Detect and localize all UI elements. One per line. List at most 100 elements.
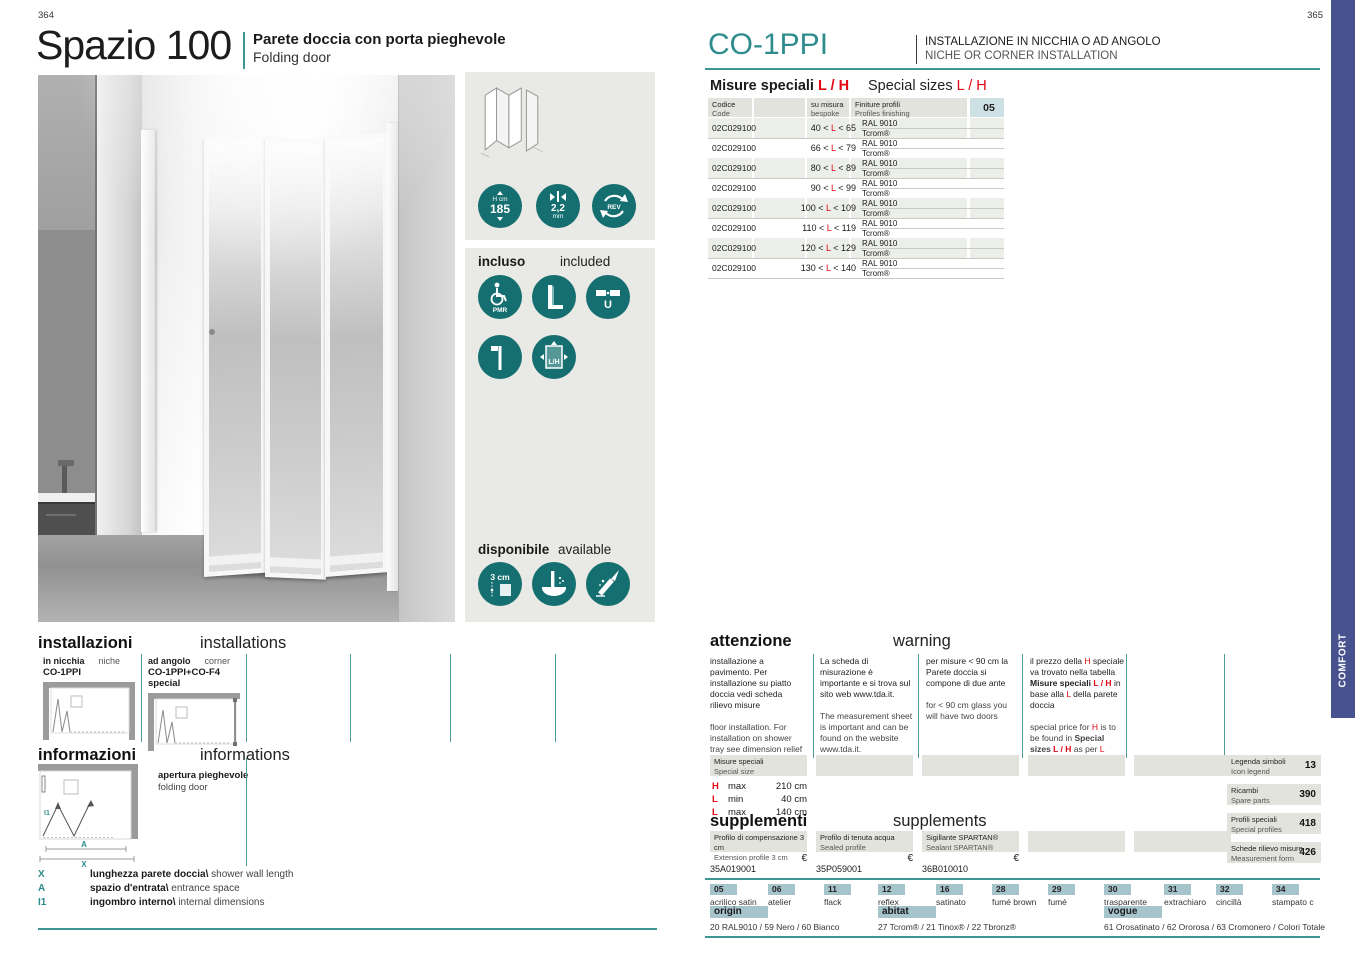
finish-family-abitat: abitat <box>878 906 936 918</box>
svg-text:L/H: L/H <box>548 359 559 366</box>
supplement-bar-1: Profilo di compensazione 3 cm Extension p… <box>710 831 807 862</box>
svg-text:U: U <box>604 299 612 311</box>
empty-bar <box>1134 831 1231 852</box>
finish-chip: 29 <box>1048 884 1075 895</box>
warning-col-3: per misure < 90 cm la Parete doccia si c… <box>926 656 1008 721</box>
col-header-finish-code: 05 <box>970 98 1004 117</box>
niche-installation-diagram <box>43 682 135 740</box>
supplements-header-en: supplements <box>893 812 987 830</box>
divider <box>1224 654 1225 758</box>
warning-header-it: attenzione <box>710 632 792 650</box>
informations-header-it: informazioni <box>38 746 137 764</box>
installation-type-en: NICHE OR CORNER INSTALLATION <box>925 50 1118 62</box>
supplement-code-3: 36B010010 <box>922 864 969 874</box>
divider <box>450 654 451 742</box>
supplement-code-2: 35P059001 <box>816 864 863 874</box>
spec-box: H cm 185 2,2 mm REV <box>465 72 655 240</box>
svg-text:X: X <box>81 860 87 868</box>
divider <box>246 654 247 742</box>
pmr-icon: PMR <box>478 275 522 319</box>
available-label-it: disponibile <box>478 542 550 557</box>
finish-label: trasparente <box>1104 897 1147 907</box>
left-footer-rule <box>38 928 657 930</box>
installation-cell-corner: ad angolo corner CO-1PPI+CO-F4 special <box>148 656 243 756</box>
finishes-top-rule <box>705 878 1320 880</box>
currency-symbol: € <box>1013 853 1019 864</box>
divider <box>1126 654 1127 758</box>
finish-family-vogue: vogue <box>1104 906 1162 918</box>
corner-installation-diagram <box>148 693 240 751</box>
warning-header-en: warning <box>893 632 951 650</box>
col-header-blank <box>754 98 805 117</box>
sealant-icon <box>586 562 630 606</box>
diagram-caption-it: apertura pieghevole <box>158 770 249 781</box>
size-table-row: 02C029100 130 < L < 140 RAL 9010 Tcrom® <box>708 258 1004 279</box>
size-table-row: 02C029100 66 < L < 79 RAL 9010 Tcrom® <box>708 138 1004 159</box>
finish-chip: 06 <box>768 884 795 895</box>
included-label-it: incluso <box>478 254 526 269</box>
finish-label: fumé brown <box>992 897 1037 907</box>
finish-chip: 12 <box>878 884 905 895</box>
svg-text:PMR: PMR <box>493 307 508 314</box>
finish-label: cincillà <box>1216 897 1242 907</box>
col-header-finishing: Finiture profili Profiles finishing <box>851 98 967 118</box>
reversible-icon: REV <box>592 184 636 228</box>
photo-faucet <box>62 463 67 493</box>
size-table-row: 02C029100 40 < L < 65 RAL 9010 Tcrom® <box>708 118 1004 139</box>
warning-col-1: installazione a pavimento. Per installaz… <box>710 656 803 765</box>
sizes-table-title: Misure speciali L / H <box>710 78 850 94</box>
photo-light <box>38 75 455 315</box>
comfort-category-label: COMFORT <box>1337 633 1349 688</box>
glass-thickness-icon: 2,2 mm <box>536 184 580 228</box>
col-header-code: Codice Code <box>708 98 752 118</box>
product-subtitle-en: Folding door <box>253 49 331 65</box>
photo-faucet-spout <box>58 460 74 466</box>
empty-bar <box>1134 755 1231 776</box>
side-link-special-profiles: Profili speciali Special profiles 418 <box>1227 813 1321 834</box>
divider <box>555 654 556 742</box>
comfort-category-bar: COMFORT <box>1331 0 1355 718</box>
family-colors-origin: 20 RAL9010 / 59 Nero / 60 Bianco <box>710 922 840 932</box>
finish-label: extrachiaro <box>1164 897 1207 907</box>
finish-chip: 28 <box>992 884 1019 895</box>
finish-label: reflex <box>878 897 899 907</box>
extension-3cm-icon: 3 cm <box>478 562 522 606</box>
magnet-profile-icon <box>478 335 522 379</box>
finish-chip: 11 <box>824 884 851 895</box>
divider <box>350 654 351 742</box>
model-code: CO-1PPI <box>708 28 829 61</box>
warning-col-2: La scheda di misurazione è importante e … <box>820 656 913 754</box>
divider <box>141 654 142 742</box>
size-table-row: 02C029100 80 < L < 89 RAL 9010 Tcrom® <box>708 158 1004 179</box>
empty-bar <box>1028 755 1125 776</box>
page-number-right: 365 <box>1307 10 1323 21</box>
finish-label: fumé <box>1048 897 1067 907</box>
svg-text:A: A <box>81 840 87 849</box>
included-label-en: included <box>560 254 611 269</box>
supplement-bar-3: Sigillante SPARTAN® Sealant SPARTAN® <box>922 831 1019 852</box>
empty-bar <box>1028 831 1125 852</box>
divider <box>813 654 814 758</box>
finish-chip: 05 <box>710 884 737 895</box>
svg-text:I1: I1 <box>44 810 50 817</box>
finish-label: satinato <box>936 897 966 907</box>
finish-label: stampato c <box>1272 897 1314 907</box>
diagram-caption-en: folding door <box>158 782 208 793</box>
features-box: incluso included PMR U <box>465 248 655 622</box>
size-table-row: 02C029100 120 < L < 129 RAL 9010 Tcrom® <box>708 238 1004 259</box>
product-photo <box>38 75 455 622</box>
installations-header-it: installazioni <box>38 634 133 652</box>
svg-text:3 cm: 3 cm <box>490 572 510 582</box>
finish-chip: 30 <box>1104 884 1131 895</box>
family-colors-abitat: 27 Tcrom® / 21 Tinox® / 22 Tbronz® <box>878 922 1017 932</box>
divider <box>1022 654 1023 758</box>
family-colors-vogue: 61 Orosatinato / 62 Ororosa / 63 Cromone… <box>1104 922 1325 932</box>
supplement-bar-2: Profilo di tenuta acqua Sealed profile <box>816 831 913 852</box>
size-table-row: 02C029100 110 < L < 119 RAL 9010 Tcrom® <box>708 218 1004 239</box>
col-header-bespoke: su misura bespoke <box>807 98 849 118</box>
lh-size-icon: L/H <box>532 335 576 379</box>
